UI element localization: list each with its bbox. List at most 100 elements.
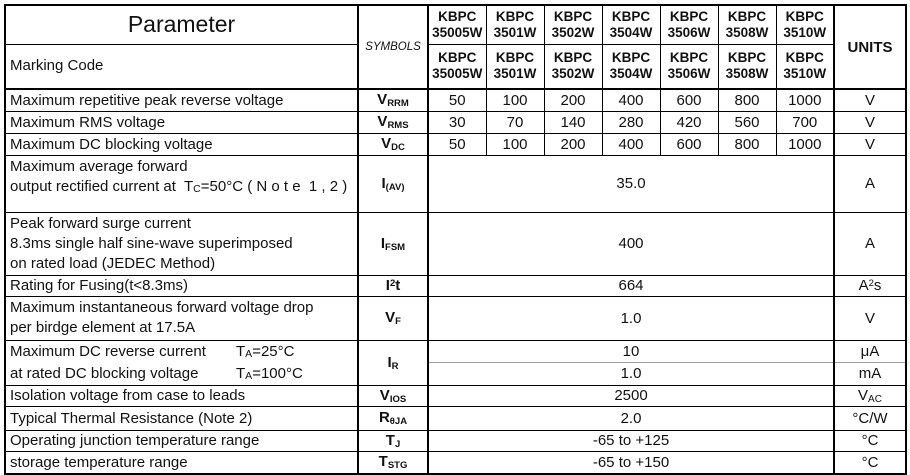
value-cell: 140: [543, 110, 603, 134]
symbol-cell: TJ: [357, 429, 429, 452]
table-row: Maximum RMS voltage VRMS 30 70 140 280 4…: [4, 110, 907, 134]
value-cell: 1000: [775, 88, 835, 112]
marking-code-cell: KBPC 3502W: [543, 43, 603, 90]
value-cell: 700: [775, 110, 835, 134]
value-cell: 800: [717, 88, 777, 112]
symbol-cell: I(AV): [357, 154, 429, 213]
value-cell: 664: [427, 274, 835, 297]
marking-code-cell: KBPC 35005W: [427, 43, 487, 90]
table-row: 1.0 mA: [5, 361, 907, 386]
marking-code-cell: KBPC 3504W: [601, 43, 661, 90]
value-cell: 100: [485, 132, 545, 156]
part-number-header: KBPC 3506W: [659, 4, 719, 45]
value-cell: 1.0: [427, 361, 835, 386]
symbol-base: V: [379, 386, 390, 404]
value-cell: 400: [427, 211, 835, 276]
symbol-base: V: [377, 91, 388, 109]
value-cell: 1.0: [427, 295, 835, 341]
part-number-header: KBPC 3504W: [601, 4, 661, 45]
unit-cell: mA: [833, 361, 907, 386]
value-cell: 2.0: [427, 405, 835, 431]
unit-subscript: AC: [868, 393, 882, 405]
symbol-base: T: [378, 453, 388, 471]
units-header: UNITS: [833, 4, 907, 90]
param-cell: Maximum instantaneous forward voltage dr…: [4, 295, 359, 341]
symbol-base: V: [381, 135, 392, 152]
table-row: storage temperature range TSTG -65 to +1…: [4, 450, 907, 475]
symbol-subscript: DC: [391, 142, 405, 153]
part-number-header: KBPC 3508W: [717, 4, 777, 45]
value-cell: 280: [601, 110, 661, 134]
value-cell: 70: [485, 110, 545, 134]
unit-base: V: [858, 386, 869, 404]
value-cell: 2500: [427, 384, 835, 407]
part-line: KBPC: [727, 50, 767, 66]
part-number-header: KBPC 35005W: [427, 4, 487, 45]
unit-cell: VAC: [833, 384, 907, 407]
part-number-header: KBPC 3501W: [485, 4, 545, 45]
param-cell: Operating junction temperature range: [4, 429, 359, 452]
part-line: 3501W: [493, 66, 537, 82]
table-row: Maximum DC reverse current TA=25°C at rat…: [4, 339, 907, 386]
symbol-subscript: RRM: [387, 98, 409, 110]
value-cell: 50: [427, 132, 487, 156]
part-line: 3510W: [783, 24, 827, 40]
value-cell: 400: [601, 132, 661, 156]
part-line: KBPC: [438, 50, 477, 66]
table-row: Typical Thermal Resistance (Note 2) RθJA…: [4, 405, 907, 431]
param-cell: Maximum DC blocking voltage: [4, 132, 359, 156]
part-line: 3508W: [725, 24, 769, 40]
unit-cell: V: [833, 295, 907, 341]
table-row: Peak forward surge current 8.3ms single …: [4, 211, 907, 276]
param-text: output rectified current at T: [10, 177, 194, 195]
cond-text: =25°C: [252, 342, 295, 360]
test-condition: TA=25°C: [236, 342, 294, 364]
symbol-subscript: F: [395, 316, 401, 327]
symbol-cell: TSTG: [357, 450, 429, 475]
param-text: =50°C ( N o t e 1 , 2 ): [200, 177, 348, 195]
value-cell: 560: [717, 110, 777, 134]
marking-code-cell: KBPC 3506W: [659, 43, 719, 90]
param-line: per birdge element at 17.5A: [10, 318, 196, 336]
symbol-cell: I2t: [357, 274, 429, 297]
symbol-base: I: [380, 234, 386, 252]
table-row: Maximum DC blocking voltage VDC 50 100 2…: [4, 132, 907, 156]
part-line: KBPC: [611, 8, 651, 24]
value-cell: 10: [427, 339, 835, 363]
part-line: KBPC: [669, 50, 709, 66]
table-row: Maximum instantaneous forward voltage dr…: [4, 295, 907, 341]
unit-post: s: [873, 277, 882, 294]
ratings-table: Parameter SYMBOLS KBPC 35005W KBPC 3501W K…: [4, 4, 907, 475]
table-row: Maximum repetitive peak reverse voltage …: [4, 88, 907, 112]
param-text: Maximum DC reverse current: [10, 342, 206, 360]
unit-base: A: [858, 277, 869, 294]
param-line: 8.3ms single half sine-wave superimposed: [10, 234, 293, 252]
value-cell: 50: [427, 88, 487, 112]
value-cell: 35.0: [427, 154, 835, 213]
symbol-superscript: 2: [389, 278, 396, 289]
part-line: 3506W: [667, 66, 711, 82]
part-line: KBPC: [727, 8, 767, 24]
param-text: at rated DC blocking voltage: [10, 364, 199, 382]
unit-cell: A: [833, 211, 907, 276]
value-cell: -65 to +125: [427, 429, 835, 452]
symbol-cell: RθJA: [357, 405, 429, 431]
marking-code-header: Marking Code: [4, 43, 359, 90]
symbol-base: R: [378, 409, 390, 426]
part-number-header: KBPC 3510W: [775, 4, 835, 45]
unit-superscript: 2: [868, 278, 874, 289]
part-line: KBPC: [553, 50, 593, 66]
value-cell: 800: [717, 132, 777, 156]
param-line: at rated DC blocking voltage TA=100°C: [10, 364, 355, 384]
value-cell: 600: [659, 88, 719, 112]
param-cell: Maximum RMS voltage: [4, 110, 359, 134]
value-cell: 420: [659, 110, 719, 134]
cond-text: =100°C: [252, 364, 303, 382]
part-line: KBPC: [438, 8, 477, 24]
param-cell: Maximum average forward output rectified…: [4, 154, 359, 213]
part-line: 35005W: [432, 24, 483, 40]
part-line: 35005W: [432, 66, 483, 82]
symbol-base: I: [387, 353, 392, 371]
cond-subscript: A: [245, 369, 253, 382]
symbol-cell: VF: [357, 295, 429, 341]
